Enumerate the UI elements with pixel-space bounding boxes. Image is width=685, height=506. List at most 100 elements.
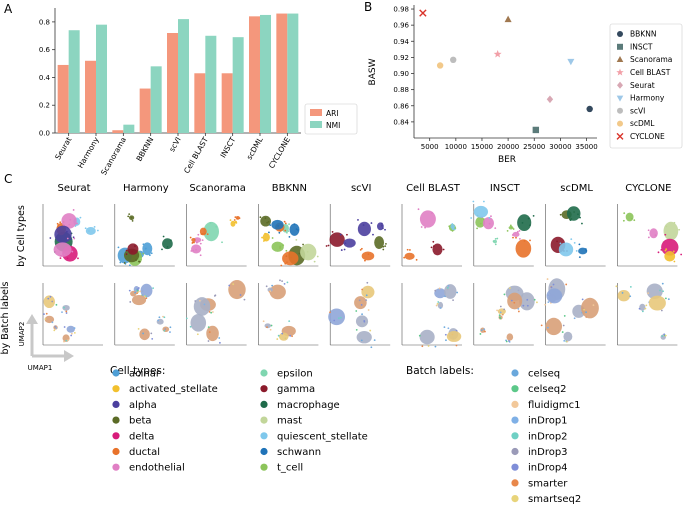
cell-type-label-quiescent-stellate: quiescent_stellate <box>277 431 368 442</box>
batch-labels-title: Batch labels: <box>406 365 474 377</box>
batch-label-celseq2: celseq2 <box>528 384 567 395</box>
bar-x-tick-label-cyclone: CYCLONE <box>267 135 292 170</box>
umap-plot-scvi-batch <box>328 281 391 349</box>
scatter-point-bbknn <box>586 105 593 113</box>
scatter-x-tick-label: 10000 <box>445 143 467 151</box>
panel-label-b: B <box>364 0 372 14</box>
scatter-legend-label-bbknn: BBKNN <box>630 30 656 39</box>
umap-plot-insct-batch <box>473 283 538 346</box>
scatter-legend-label-scdml: scDML <box>630 119 655 128</box>
bar-nmi-bbknn <box>150 66 162 133</box>
bar-ari-bbknn <box>139 88 151 133</box>
legend-marker-scdml <box>617 120 623 127</box>
cell-type-swatch-t-cell <box>260 463 268 471</box>
scatter-legend-label-scanorama: Scanorama <box>630 55 672 64</box>
cell-type-label-ductal: ductal <box>129 447 160 458</box>
legend-marker-seurat <box>617 81 623 89</box>
bar-nmi-scdml <box>260 14 271 134</box>
scatter-y-tick-label: 0.88 <box>393 86 409 94</box>
legend-label-ari: ARI <box>326 109 339 118</box>
umap-plot-scvi-celltype <box>325 204 391 267</box>
scatter-x-tick-label: 15000 <box>471 143 493 151</box>
scatter-legend-label-cyclone: CYCLONE <box>630 132 665 141</box>
batch-swatch-indrop4 <box>511 463 519 471</box>
cell-type-label-t-cell: t_cell <box>277 463 303 474</box>
bar-nmi-harmony <box>96 24 107 134</box>
cell-type-label-acinar: acinar <box>129 369 161 380</box>
umap1-label: UMAP1 <box>28 364 53 372</box>
bar-x-tick-label-bbknn: BBKNN <box>134 136 155 163</box>
cell-type-swatch-mast <box>260 416 268 424</box>
scatter-legend-label-cell-blast: Cell BLAST <box>630 68 671 77</box>
cell-type-label-delta: delta <box>129 431 154 442</box>
legend-marker-scvi <box>617 107 623 114</box>
scatter-point-cell-blast <box>493 50 502 58</box>
bar-nmi-scanorama <box>123 124 135 133</box>
legend-marker-cell-blast <box>616 68 624 76</box>
batch-label-celseq: celseq <box>528 369 560 380</box>
cell-type-label-schwann: schwann <box>277 447 321 458</box>
bar-legend: ARI NMI <box>304 103 358 135</box>
scatter-x-tick-label: 20000 <box>497 143 519 151</box>
umap-title-scvi: scVI <box>351 183 372 194</box>
bar-x-tick-label-scanorama: Scanorama <box>99 136 128 177</box>
scatter-y-tick-label: 0.86 <box>393 102 409 110</box>
cell-type-label-beta: beta <box>129 416 152 427</box>
scatter-y-tick-label: 0.90 <box>393 70 409 78</box>
legend-marker-bbknn <box>617 31 623 37</box>
bar-nmi-seurat <box>68 30 80 133</box>
cell-type-swatch-epsilon <box>260 369 268 377</box>
cell-type-swatch-endothelial <box>112 463 120 471</box>
bar-y-tick-label: 0.2 <box>39 102 50 110</box>
batch-label-indrop3: inDrop3 <box>528 447 568 458</box>
umap-plot-seurat-batch <box>42 283 103 346</box>
cell-type-swatch-alpha <box>112 400 120 408</box>
legend-marker-harmony <box>616 95 624 102</box>
batch-legend: celseq celseq2 fluidigmc1 inDrop1 inDrop2 inD… <box>511 369 581 505</box>
umap-plot-harmony-batch <box>114 283 175 346</box>
bar-nmi-cyclone <box>287 13 299 133</box>
scatter-point-scvi <box>450 56 457 64</box>
scatter-point-insct <box>532 126 540 134</box>
umap-plot-scanorama-celltype <box>186 204 247 267</box>
umap-grid: Seurat Harmony Scanorama BBKNN scVI Cell BLAS… <box>0 183 683 372</box>
panel-label-c: C <box>4 172 12 186</box>
cell-type-label-macrophage: macrophage <box>277 400 340 411</box>
batch-swatch-indrop2 <box>511 432 519 440</box>
batch-label-fluidigmc1: fluidigmc1 <box>528 400 581 411</box>
panel-label-a: A <box>4 2 13 16</box>
scatter-y-tick-label: 0.84 <box>393 118 409 126</box>
bar-x-tick-label-harmony: Harmony <box>76 135 101 170</box>
umap-plot-cyclone-batch <box>615 282 678 346</box>
cell-type-swatch-schwann <box>260 447 268 456</box>
batch-label-indrop2: inDrop2 <box>528 431 568 442</box>
scatter-point-harmony <box>567 58 575 66</box>
bar-x-tick-label-insct: INSCT <box>218 135 237 159</box>
cell-type-label-mast: mast <box>277 416 302 427</box>
legend-swatch-nmi <box>310 121 322 128</box>
scatter-x-label: BER <box>498 155 516 165</box>
scatter-x-tick-label: 5000 <box>421 143 439 151</box>
bar-y-tick-label: 0.8 <box>39 18 50 26</box>
scatter-y-label: BASW <box>368 58 378 85</box>
cell-types-title: Cell types: <box>110 365 165 377</box>
batch-swatch-fluidigmc1 <box>511 400 519 408</box>
scatter-legend: BBKNN INSCT Scanorama Cell BLAST Seurat Harmo… <box>609 23 683 149</box>
batch-label-smartseq2: smartseq2 <box>528 494 581 505</box>
bar-ari-scvi <box>167 33 178 133</box>
scatter-y-tick-label: 0.98 <box>393 6 409 14</box>
bar-x-tick-label-scvi: scVI <box>167 136 182 154</box>
umap-plot-scdml-batch <box>540 278 606 346</box>
bar-y-tick-label: 0.6 <box>39 46 51 54</box>
umap-title-harmony: Harmony <box>123 183 169 194</box>
umap-plot-scanorama-batch <box>185 280 247 346</box>
cell-type-swatch-activated-stellate <box>112 385 120 393</box>
umap-plot-seurat-celltype <box>42 204 103 267</box>
scatter-legend-label-insct: INSCT <box>630 42 653 51</box>
cell-type-swatch-quiescent-stellate <box>260 432 268 440</box>
bar-x-tick-label-cell-blast: Cell BLAST <box>182 135 210 175</box>
umap-title-bbknn: BBKNN <box>272 183 307 194</box>
scatter-x-tick-label: 25000 <box>523 143 545 151</box>
scatter-point-scdml <box>436 62 444 69</box>
